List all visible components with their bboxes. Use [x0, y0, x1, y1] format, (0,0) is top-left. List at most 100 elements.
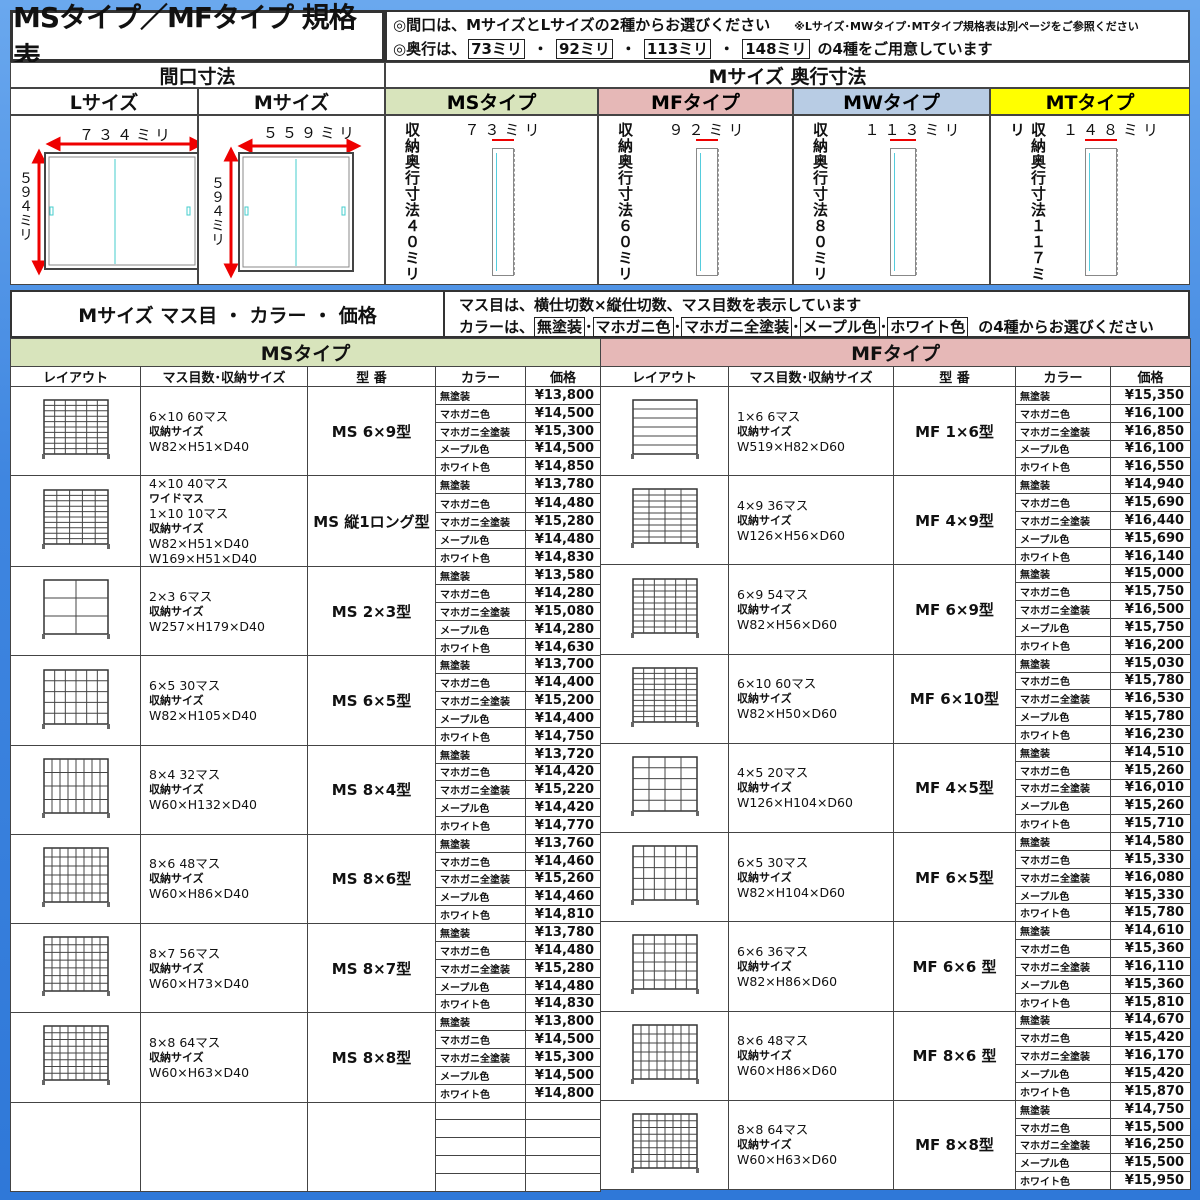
side-panel-drawing: [889, 148, 917, 276]
price: ¥15,710: [1109, 814, 1192, 834]
price: ¥15,870: [1109, 1081, 1192, 1101]
price: ¥14,610: [1109, 921, 1192, 941]
price: ¥13,720: [524, 744, 602, 764]
table-row: メープル色 ¥15,780: [601, 707, 1192, 727]
table-row: ホワイト色 ¥15,780: [601, 903, 1192, 923]
model-number: MF 4×5型: [893, 742, 1016, 834]
table-row: ホワイト色 ¥14,830: [11, 994, 602, 1014]
table-row: 8×6 48マス 収納サイズ W60×H86×D40 MS 8×6型 無塗装 ¥13,76…: [10, 833, 602, 925]
mf-type-header: MFタイプ: [599, 338, 1192, 367]
size-label: 収納サイズ: [737, 692, 792, 706]
color-name: メープル色: [435, 976, 526, 996]
color-name: ホワイト色: [1015, 903, 1111, 923]
color-name: メープル色: [1015, 796, 1111, 816]
color-name: ホワイト色: [1015, 814, 1111, 834]
price: ¥13,780: [524, 475, 602, 495]
color-name: メープル色: [1015, 439, 1111, 459]
price: ¥16,010: [1109, 778, 1192, 798]
table-row: 4×10 40マス ワイドマス 1×10 10マス 収納サイズ W82×H51×D40 W…: [10, 475, 602, 568]
color-name: マホガニ全塗装: [1015, 778, 1111, 798]
side-panel-drawing: [695, 148, 719, 276]
layout-cell: [600, 742, 729, 834]
depth-diagram: 収納奥行寸法４０ミリ ７３ミリ: [385, 115, 598, 285]
price: ¥15,300: [524, 1048, 602, 1067]
color-name: マホガニ色: [435, 584, 526, 603]
color-name: ホワイト色: [1015, 1081, 1111, 1101]
color-name: ホワイト色: [435, 637, 526, 657]
color-name: マホガニ全塗装: [435, 691, 526, 710]
color-name: ホワイト色: [1015, 725, 1111, 744]
table-row: マホガニ色 ¥14,500: [11, 1030, 602, 1049]
layout-cell: [10, 566, 141, 657]
column-header: マス目数･収納サイズ: [728, 366, 894, 387]
column-header: マス目数･収納サイズ: [140, 366, 308, 387]
grid-count: 6×9 54マス: [737, 587, 809, 603]
color-option-box: マホガニ色: [592, 317, 674, 337]
m-size-diagram: ５５９ミリ ５９４ミリ: [198, 115, 385, 285]
storage-size: W60×H86×D40: [149, 886, 250, 902]
table-row: メープル色 ¥15,260: [601, 796, 1192, 816]
price: ¥15,690: [1109, 493, 1192, 512]
grid-layout-icon: [41, 489, 110, 550]
color-name: ホワイト色: [1015, 1171, 1111, 1190]
frontage-title: 間口寸法: [10, 62, 385, 88]
price: ¥15,420: [1109, 1064, 1192, 1083]
table-row: マホガニ色 ¥15,260: [601, 760, 1192, 780]
other-page-note: ※Lサイズ･MWタイプ･MTタイプ規格表は別ページをご参照ください: [794, 20, 1139, 33]
depth-option-box: 73ミリ: [468, 39, 525, 59]
price: ¥14,480: [524, 940, 602, 960]
grid-size-cell: 6×10 60マス 収納サイズ W82×H51×D40: [140, 385, 308, 477]
color-name: メープル色: [435, 708, 526, 728]
layout-cell: [10, 833, 141, 925]
table-row: マホガニ全塗装 ¥16,170: [601, 1046, 1192, 1066]
empty-row: [11, 1172, 602, 1192]
price: ¥16,530: [1109, 689, 1192, 709]
l-size-header: Lサイズ: [10, 88, 198, 115]
price: ¥16,110: [1109, 957, 1192, 976]
price: ¥15,950: [1109, 1171, 1192, 1190]
empty-cell: [524, 1119, 602, 1139]
storage-size: W257×H179×D40: [149, 618, 265, 634]
table-row: マホガニ色 ¥15,750: [601, 582, 1192, 602]
price-section-notes: マス目は、横仕切数×縦仕切数、マス目数を表示しています カラーは、 無塗装･マホガ…: [445, 290, 1190, 338]
price: ¥14,850: [524, 457, 602, 477]
grid-size-cell: 8×6 48マス 収納サイズ W60×H86×D60: [728, 1010, 894, 1101]
price: ¥15,280: [524, 958, 602, 978]
color-name: メープル色: [1015, 617, 1111, 637]
price: ¥16,140: [1109, 546, 1192, 566]
color-option-box: 無塗装: [534, 317, 586, 337]
price: ¥16,850: [1109, 421, 1192, 441]
grid-count: 8×7 56マス: [149, 945, 221, 961]
table-row: メープル色 ¥14,480: [11, 976, 602, 996]
color-name: マホガニ全塗装: [1015, 957, 1111, 976]
table-row: マホガニ色 ¥15,360: [601, 939, 1192, 958]
table-row: マホガニ色 ¥14,480: [11, 940, 602, 960]
color-name: マホガニ色: [435, 851, 526, 871]
price: ¥15,330: [1109, 885, 1192, 905]
price: ¥15,780: [1109, 707, 1192, 727]
layout-cell: [600, 921, 729, 1012]
color-name: 無塗装: [435, 566, 526, 586]
price: ¥15,220: [524, 780, 602, 800]
price: ¥13,580: [524, 566, 602, 586]
color-name: マホガニ色: [1015, 1028, 1111, 1048]
color-name: マホガニ色: [435, 762, 526, 782]
layout-cell: [600, 1010, 729, 1101]
price: ¥15,030: [1109, 653, 1192, 673]
price: ¥15,780: [1109, 903, 1192, 923]
price: ¥14,810: [524, 905, 602, 925]
empty-cell: [435, 1119, 526, 1139]
color-name: マホガニ全塗装: [1015, 421, 1111, 441]
grid-layout-icon: [41, 579, 110, 640]
depth-note: ◎奥行は、 73ミリ・ 92ミリ・ 113ミリ・ 148ミリ の4種をご用意しています: [393, 38, 1182, 61]
grid-extra: ワイドマス: [149, 492, 204, 506]
depth-type-header: MSタイプ: [385, 88, 598, 115]
color-option-box: ホワイト色: [887, 317, 969, 337]
table-row: マホガニ全塗装 ¥16,250: [601, 1135, 1192, 1155]
table-row: マホガニ全塗装 ¥15,260: [11, 869, 602, 889]
table-row: マホガニ全塗装 ¥16,010: [601, 778, 1192, 798]
color-name: ホワイト色: [435, 816, 526, 835]
color-name: マホガニ全塗装: [1015, 689, 1111, 709]
color-name: マホガニ全塗装: [435, 601, 526, 621]
depth-arrow: [695, 139, 718, 141]
